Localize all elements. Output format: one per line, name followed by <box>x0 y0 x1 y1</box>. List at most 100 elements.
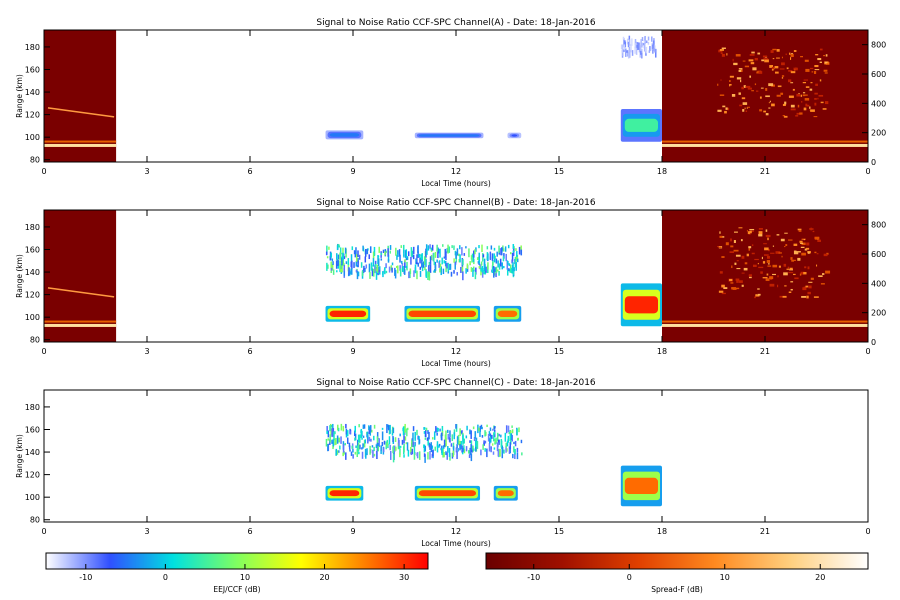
echo-cell <box>637 42 639 50</box>
echo-cell <box>472 426 475 430</box>
echo-cell <box>452 442 455 450</box>
echo-cell <box>356 448 359 458</box>
echo-cell <box>451 434 454 442</box>
echo-cell <box>624 40 626 44</box>
spreadf-plume-cell <box>813 116 818 118</box>
echo-cell <box>441 432 443 441</box>
spreadf-plume-cell <box>808 285 812 289</box>
echo-cell <box>357 260 359 268</box>
echo-cell <box>413 444 416 454</box>
echo-cell <box>398 249 401 257</box>
echo-cell <box>390 450 392 460</box>
echo-cell <box>511 429 514 434</box>
echo-cell <box>452 446 455 455</box>
spreadf-plume-cell <box>787 266 790 269</box>
echo-cell <box>647 36 650 41</box>
echo-cell <box>468 248 470 258</box>
echo-cell <box>511 252 514 262</box>
spreadf-plume-cell <box>825 54 828 57</box>
echo-cell <box>357 442 360 451</box>
colorbar-tick-label: 20 <box>319 573 329 582</box>
spreadf-plume-cell <box>768 249 770 252</box>
spreadf-plume-cell <box>747 231 750 235</box>
echo-cell <box>401 260 403 264</box>
echo-cell <box>508 446 511 454</box>
echo-cell <box>636 44 638 51</box>
echo-cell <box>447 429 449 433</box>
echo-cell <box>384 251 386 256</box>
spreadf-plume-cell <box>736 260 739 262</box>
echo-cell <box>431 445 434 449</box>
spreadf-plume-cell <box>769 283 775 287</box>
echo-cell <box>395 446 397 451</box>
echo-cell <box>458 259 461 263</box>
spreadf-plume-cell <box>793 243 798 246</box>
echo-cell <box>349 270 351 275</box>
echo-cell <box>428 271 431 281</box>
echo-cell <box>634 46 636 54</box>
echo-cell <box>338 437 340 443</box>
spreadf-plume-cell <box>763 110 767 113</box>
spreadf-plume-cell <box>766 234 771 238</box>
spreadf-plume-cell <box>754 57 758 61</box>
echo-cell <box>456 436 459 445</box>
echo-cell <box>427 245 430 251</box>
echo-cell <box>375 268 377 272</box>
echo-cell <box>486 448 488 458</box>
spreadf-plume-cell <box>811 71 814 73</box>
x-axis-label: Local Time (hours) <box>421 539 491 548</box>
y-tick-label: 180 <box>25 43 40 52</box>
echo-cell <box>344 247 347 254</box>
echo-cell <box>478 245 480 249</box>
x-tick-label: 18 <box>657 167 667 176</box>
spreadf-plume-cell <box>807 266 810 270</box>
echo-cell <box>332 269 335 275</box>
x-tick-label: 0 <box>41 167 46 176</box>
spreadf-plume-cell <box>790 108 796 111</box>
echo-cell <box>513 446 515 453</box>
spreadf-plume-cell <box>772 264 778 268</box>
echo-cell <box>482 254 485 258</box>
spreadf-base-echo <box>662 320 868 323</box>
echo-cell <box>442 244 444 247</box>
spreadf-plume-cell <box>812 230 815 233</box>
echo-cell <box>389 250 391 254</box>
echo-cell <box>326 430 328 435</box>
echo-cell <box>364 249 367 257</box>
echo-cell <box>481 426 483 430</box>
spreadf-plume-cell <box>742 60 746 62</box>
x-tick-label: 18 <box>657 527 667 536</box>
echo-cell <box>357 250 359 258</box>
echo-cell <box>450 443 453 447</box>
spreadf-plume-cell <box>803 238 805 241</box>
echo-cell <box>369 246 372 254</box>
spreadf-base-echo <box>44 323 117 327</box>
echo-cell <box>366 448 368 456</box>
echo-cell <box>368 426 371 435</box>
echo-cell <box>381 431 384 441</box>
echo-cell <box>512 250 515 253</box>
spreadf-plume-cell <box>777 85 782 88</box>
spreadf-plume-cell <box>741 284 744 287</box>
spreadf-plume-cell <box>788 79 792 83</box>
echo-cell <box>421 262 424 272</box>
spreadf-plume-cell <box>744 65 750 68</box>
spreadf-plume-cell <box>794 277 799 280</box>
echo-cell <box>455 447 458 453</box>
spreadf-plume-cell <box>743 267 748 271</box>
spreadf-plume-cell <box>751 51 755 54</box>
echo-cell <box>516 428 518 436</box>
echo-cell <box>448 447 451 457</box>
echo-cell <box>376 436 379 444</box>
echo-cell <box>350 254 353 264</box>
x-tick-label: 0 <box>41 527 46 536</box>
echo-cell <box>374 264 377 268</box>
echo-cell <box>362 245 364 251</box>
echo-cell <box>397 265 399 274</box>
echo-cell <box>505 425 508 434</box>
spreadf-plume-cell <box>754 258 759 261</box>
spreadf-plume-cell <box>806 295 809 299</box>
spreadf-plume-cell <box>795 115 799 117</box>
echo-cell <box>474 271 477 280</box>
echo-cell <box>459 254 461 263</box>
